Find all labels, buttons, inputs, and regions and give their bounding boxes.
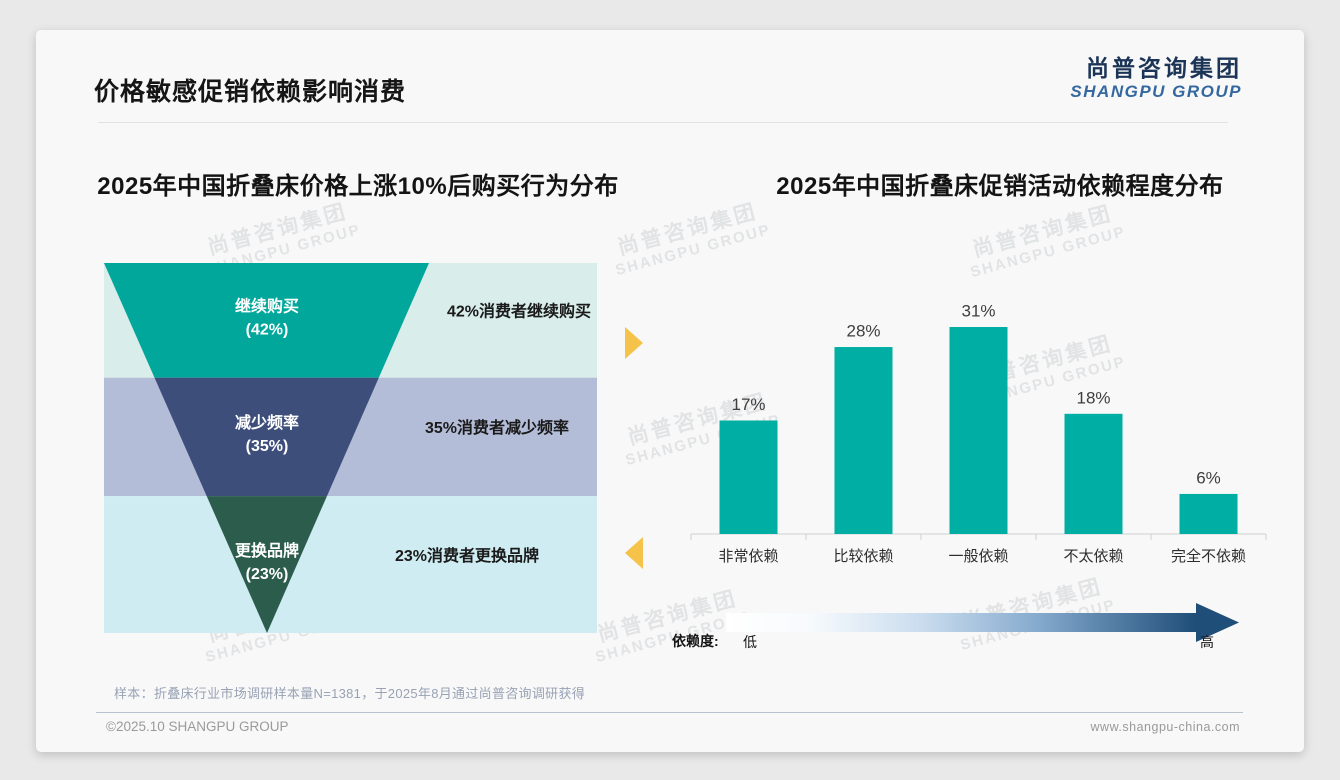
funnel-annotation: 35%消费者减少频率 (425, 418, 569, 437)
slide-card: 价格敏感促销依赖影响消费 尚普咨询集团 SHANGPU GROUP 尚普咨询集团… (36, 30, 1304, 752)
gradient-bar (726, 613, 1196, 632)
bar-chart: 17% 非常依赖 28% 比较依赖 31% 一般依赖 18% 不太依赖 6% 完全不依赖 (690, 301, 1267, 565)
bar-chart-title: 2025年中国折叠床促销活动依赖程度分布 (776, 173, 1224, 200)
bar-value-label: 18% (1076, 388, 1110, 407)
funnel-annotation: 23%消费者更换品牌 (395, 546, 539, 565)
dependence-high-label: 高 (1200, 634, 1214, 650)
company-logo: 尚普咨询集团 SHANGPU GROUP (1070, 55, 1242, 102)
footer-website: www.shangpu-china.com (1090, 720, 1240, 734)
logo-english-text: SHANGPU GROUP (1070, 82, 1242, 102)
funnel-stage-label: 减少频率 (235, 413, 299, 432)
header-divider (98, 122, 1228, 123)
bar-category-label: 不太依赖 (1063, 548, 1123, 565)
bar-value-label: 6% (1196, 468, 1221, 487)
dependence-legend-label: 依赖度: (672, 633, 719, 649)
bar-category-label: 非常依赖 (718, 548, 778, 565)
footer-divider (96, 712, 1243, 713)
dependence-low-label: 低 (743, 634, 757, 650)
bar-value-label: 28% (846, 322, 880, 341)
bar-category-label: 一般依赖 (948, 548, 1008, 565)
logo-chinese-text: 尚普咨询集团 (1086, 55, 1242, 81)
arrow-left-icon (625, 537, 643, 569)
dependence-gradient-arrow (726, 603, 1239, 642)
funnel-stage-value: (23%) (246, 566, 289, 583)
gradient-arrowhead-icon (1196, 603, 1239, 642)
page-title: 价格敏感促销依赖影响消费 (94, 78, 407, 106)
funnel-stage-value: (35%) (246, 438, 289, 455)
funnel-stage-label: 更换品牌 (235, 541, 299, 560)
bar (1179, 493, 1238, 534)
bar (949, 327, 1008, 534)
bar-value-label: 17% (731, 395, 765, 414)
bar-category-label: 完全不依赖 (1171, 547, 1246, 565)
bar (834, 347, 893, 534)
arrow-right-icon (625, 327, 643, 359)
funnel-stage-value: (42%) (246, 322, 289, 339)
bar-value-label: 31% (961, 301, 995, 320)
funnel-annotation: 42%消费者继续购买 (447, 302, 591, 321)
bar (1064, 413, 1123, 534)
funnel-stage (206, 496, 327, 633)
sample-footnote: 样本：折叠床行业市场调研样本量N=1381，于2025年8月通过尚普咨询调研获得 (114, 686, 586, 701)
funnel-stage-label: 继续购买 (235, 297, 299, 316)
funnel-stage (154, 377, 379, 497)
bar-category-label: 比较依赖 (833, 547, 893, 565)
funnel-stage (104, 263, 429, 378)
bar (719, 420, 778, 534)
funnel-band (104, 496, 597, 633)
funnel-chart-title: 2025年中国折叠床价格上涨10%后购买行为分布 (97, 173, 619, 200)
footer-copyright: ©2025.10 SHANGPU GROUP (106, 719, 289, 734)
